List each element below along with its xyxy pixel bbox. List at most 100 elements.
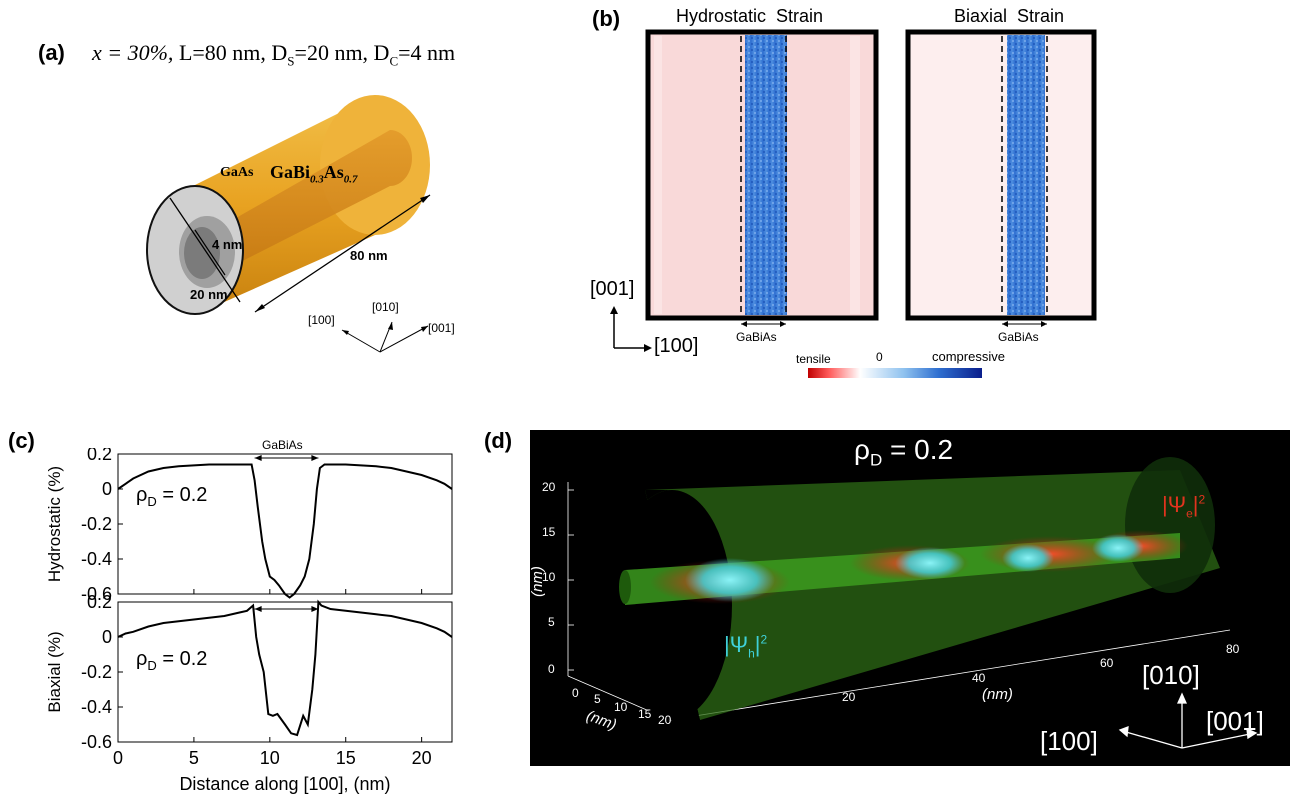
strain-title-biaxial: Biaxial Strain — [954, 6, 1065, 26]
colorbar-zero-label: 0 — [876, 350, 883, 364]
dim-shell-label: 20 nm — [190, 287, 228, 302]
biaxial-map — [905, 29, 1097, 321]
x-tick-label-3: 15 — [336, 748, 356, 768]
panel-a-axes-icon — [341, 321, 429, 353]
z-tick-0: 0 — [548, 662, 555, 676]
core-label-sub1: 0.3 — [310, 173, 324, 186]
shell-diameter-line — [169, 197, 241, 303]
y-tick-label-1-3: -0.4 — [81, 697, 112, 717]
y-tick-label-1-1: 0 — [102, 627, 112, 647]
psi-e-sup: 2 — [1198, 492, 1206, 507]
y-tick-5: 5 — [594, 692, 601, 706]
y-tick-15: 15 — [638, 707, 652, 721]
plot-frame-0 — [117, 453, 453, 595]
rho-top-symbol: ρ — [136, 484, 148, 506]
x-tick-label-1: 5 — [189, 748, 199, 768]
x-axis-unit: (nm) — [982, 686, 1013, 703]
y-tick-20: 20 — [658, 713, 672, 727]
strain-title-hydrostatic: Hydrostatic Strain — [676, 6, 824, 26]
param-dc: =4 nm — [398, 40, 456, 65]
psi-e-sub: e — [1186, 506, 1193, 521]
rho-top-value: = 0.2 — [156, 484, 208, 506]
x-tick-60: 60 — [1100, 656, 1114, 670]
rho-top-label: ρD = 0.2 — [136, 484, 207, 509]
x-tick-label-2: 10 — [260, 748, 280, 768]
plot-title-value: = 0.2 — [882, 434, 954, 465]
core-label-ga: GaBi — [270, 162, 311, 182]
y-axis-label-1: Biaxial (%) — [45, 631, 64, 712]
strain-maps — [645, 29, 1097, 327]
strain-line-0 — [117, 463, 453, 599]
x-tick-40: 40 — [972, 671, 986, 685]
param-length: L=80 nm, D — [178, 40, 288, 65]
strain-profile-charts: 0.2 0 -0.2 -0.4 -0.6 Hydrostatic (%) 0.2 0 -0.2 -… — [45, 448, 453, 794]
length-dimension-line — [254, 194, 431, 313]
region-arrow-right-head-0 — [311, 455, 319, 461]
gabias-label-biaxial: GaBiAs — [998, 330, 1039, 344]
x-tick-label-4: 20 — [412, 748, 432, 768]
z-tick-10: 10 — [542, 570, 556, 584]
rho-top-sub: D — [147, 494, 157, 509]
y-axis-label-0: Hydrostatic (%) — [45, 466, 64, 582]
core-label: GaBi0.3As0.7 — [270, 162, 358, 186]
y-tick-label-0-3: -0.4 — [81, 549, 112, 569]
psi-h-label: |Ψh|2 — [724, 632, 767, 660]
panel-d-label: (d) — [484, 428, 513, 453]
dir-100-label: [100] — [1040, 726, 1098, 756]
core-inner — [184, 227, 220, 279]
dir-010-label: [010] — [1142, 660, 1200, 690]
axis-010-label: [010] — [372, 300, 399, 314]
psi-h-bar: | — [754, 632, 761, 657]
shell-label: GaAs — [220, 165, 254, 180]
hole-density — [685, 534, 1144, 602]
region-arrow-left-head-1 — [254, 606, 262, 612]
axis-001-label: [001] — [428, 321, 455, 335]
y-tick-label-1-4: -0.6 — [81, 732, 112, 752]
nanowire-schematic — [146, 95, 431, 315]
panel-d-axes-icon — [1118, 692, 1258, 749]
core-body — [215, 130, 412, 275]
y-tick-0: 0 — [572, 686, 579, 700]
psi-e-symbol: |Ψ — [1162, 492, 1187, 517]
y-tick-label-0-0: 0.2 — [87, 448, 112, 464]
x-tick-20: 20 — [842, 690, 856, 704]
rho-bottom-label: ρD = 0.2 — [136, 648, 207, 673]
z-tick-20: 20 — [542, 480, 556, 494]
panel-c-label: (c) — [8, 428, 35, 453]
param-x: x = 30%, — [92, 40, 174, 65]
param-ds: =20 nm, D — [294, 40, 390, 65]
dim-core-label: 4 nm — [212, 237, 243, 252]
panel-a-label: (a) — [38, 40, 65, 65]
y-tick-label-1-2: -0.2 — [81, 662, 112, 682]
colorbar-tensile-label: tensile — [796, 352, 831, 366]
colorbar — [808, 368, 982, 378]
outer-tube — [645, 470, 1220, 720]
dim-length-label: 80 nm — [350, 248, 388, 263]
panel-b-axes-icon — [610, 306, 652, 352]
rho-bottom-symbol: ρ — [136, 648, 148, 670]
y-tick-label-0-4: -0.6 — [81, 584, 112, 604]
panel-a-params: x = 30%, L=80 nm, DS=20 nm, DC=4 nm — [92, 40, 455, 69]
axis-100-label: [100] — [308, 313, 335, 327]
psi-h-symbol: |Ψ — [724, 632, 749, 657]
param-dc-sub: C — [389, 53, 399, 69]
core-diameter-line — [194, 229, 226, 276]
core-label-as: As — [323, 162, 344, 182]
psi-e-bar: | — [1192, 492, 1199, 517]
y-tick-label-0-1: 0 — [102, 479, 112, 499]
dir-001-label: [001] — [1206, 706, 1264, 736]
panel-b-label: (b) — [592, 6, 621, 31]
colorbar-compressive-label: compressive — [932, 349, 1005, 364]
wavefunction-svg — [567, 457, 1258, 749]
region-arrow-right-head-1 — [311, 606, 319, 612]
z-axis-unit: (nm) — [528, 566, 546, 597]
core-label-sub2: 0.7 — [343, 173, 358, 186]
gabias-region-label: GaBiAs — [262, 438, 303, 452]
param-ds-sub: S — [287, 53, 295, 69]
axis-100-horizontal: [100] — [654, 335, 699, 357]
y-tick-label-1-0: 0.2 — [87, 592, 112, 612]
x-tick-80: 80 — [1226, 642, 1240, 656]
psi-h-sup: 2 — [760, 632, 768, 647]
axis-001-vertical: [001] — [590, 278, 635, 300]
plot-title-sub: D — [869, 450, 883, 470]
